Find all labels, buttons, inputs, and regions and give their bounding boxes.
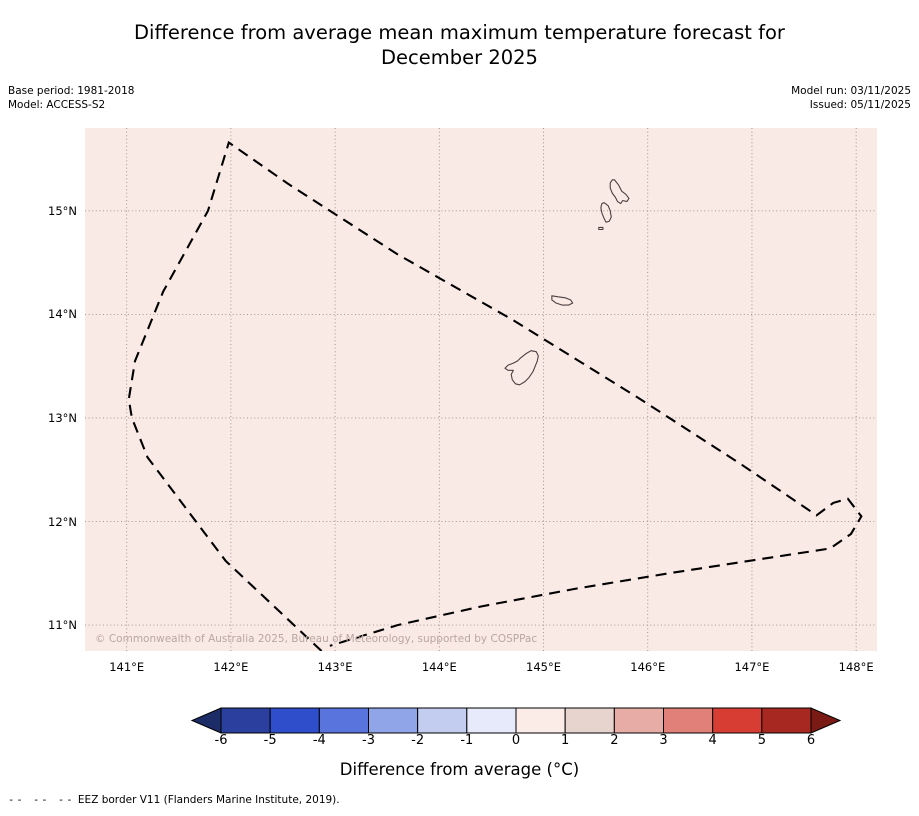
colorbar-under-arrow <box>190 707 222 734</box>
colorbar-tick-label: 3 <box>659 733 668 748</box>
colorbar-tick-label: 1 <box>561 733 570 748</box>
colorbar-bin-1 <box>269 707 320 734</box>
colorbar-bin-9 <box>663 707 714 734</box>
colorbar-bin-11 <box>761 707 812 734</box>
colorbar-bin-2 <box>318 707 369 734</box>
colorbar-tick-label: -5 <box>263 733 277 748</box>
colorbar-bin-0 <box>220 707 271 734</box>
colorbar-tick-label: -2 <box>411 733 425 748</box>
x-tick-label: 143°E <box>317 660 353 674</box>
colorbar-tick-label: 5 <box>757 733 766 748</box>
colorbar-canvas <box>190 707 842 734</box>
colorbar-bin-8 <box>613 707 664 734</box>
copyright-watermark: © Commonwealth of Australia 2025, Bureau… <box>95 633 538 645</box>
model-text: Model: ACCESS-S2 <box>8 99 106 111</box>
colorbar-tick-label: 6 <box>806 733 816 748</box>
eez-dash-symbol: -- -- -- <box>8 794 75 806</box>
colorbar-axis-label: Difference from average (°C) <box>339 760 580 779</box>
colorbar-bin-7 <box>564 707 615 734</box>
island-outline-saipan <box>609 179 630 205</box>
colorbar-tick-label: -3 <box>362 733 375 748</box>
colorbar-tick-label: 2 <box>610 733 619 748</box>
island-outline-rota <box>551 295 574 306</box>
y-tick-label: 14°N <box>48 307 77 322</box>
colorbar-bin-3 <box>368 707 419 734</box>
map-plot-area[interactable]: © Commonwealth of Australia 2025, Bureau… <box>85 128 877 651</box>
colorbar-over-arrow <box>810 707 842 734</box>
colorbar-tick-label: -4 <box>312 733 326 748</box>
issued-text: Issued: 05/11/2025 <box>809 99 911 111</box>
x-tick-label: 142°E <box>213 660 249 674</box>
metadata-right: Model run: 03/11/2025 Issued: 05/11/2025 <box>791 84 911 112</box>
colorbar-bin-4 <box>417 707 468 734</box>
eez-border-path <box>127 140 863 651</box>
colorbar-tick-label: 0 <box>511 733 521 748</box>
eez-border-line <box>127 140 863 651</box>
colorbar-tick-labels: -6 -5 -4 -3 -2 -1 0 1 2 3 4 5 6 <box>0 733 919 751</box>
footer-legend: -- -- -- EEZ border V11 (Flanders Marine… <box>8 794 340 806</box>
x-tick-label: 148°E <box>838 660 874 674</box>
y-tick-label: 15°N <box>48 203 77 218</box>
x-tick-label: 146°E <box>630 660 666 674</box>
colorbar-tick-label: 4 <box>708 733 717 748</box>
x-tick-label: 145°E <box>526 660 561 674</box>
island-outline-tinian <box>600 202 612 223</box>
colorbar[interactable] <box>0 706 919 736</box>
x-tick-label: 141°E <box>109 660 145 674</box>
metadata-left: Base period: 1981-2018 Model: ACCESS-S2 <box>8 84 134 112</box>
colorbar-bin-10 <box>712 707 763 734</box>
model-run-text: Model run: 03/11/2025 <box>791 85 911 97</box>
page-title: Difference from average mean maximum tem… <box>134 21 785 69</box>
base-period-text: Base period: 1981-2018 <box>8 85 135 97</box>
y-tick-label: 11°N <box>48 618 77 633</box>
island-outline-guam <box>504 350 539 386</box>
colorbar-bin-6 <box>515 707 566 734</box>
y-tick-label: 13°N <box>48 410 77 425</box>
x-tick-label: 144°E <box>421 660 457 674</box>
y-tick-label: 12°N <box>48 514 77 529</box>
colorbar-tick-label: -1 <box>460 733 474 748</box>
island-outline-aguijan <box>598 226 604 231</box>
map-canvas <box>85 128 877 651</box>
x-tick-label: 147°E <box>734 660 770 674</box>
coastline-group <box>504 179 630 386</box>
map-gridlines <box>85 128 877 651</box>
footer-text: EEZ border V11 (Flanders Marine Institut… <box>77 794 340 806</box>
colorbar-tick-label: -6 <box>214 733 228 748</box>
colorbar-bin-5 <box>466 707 517 734</box>
